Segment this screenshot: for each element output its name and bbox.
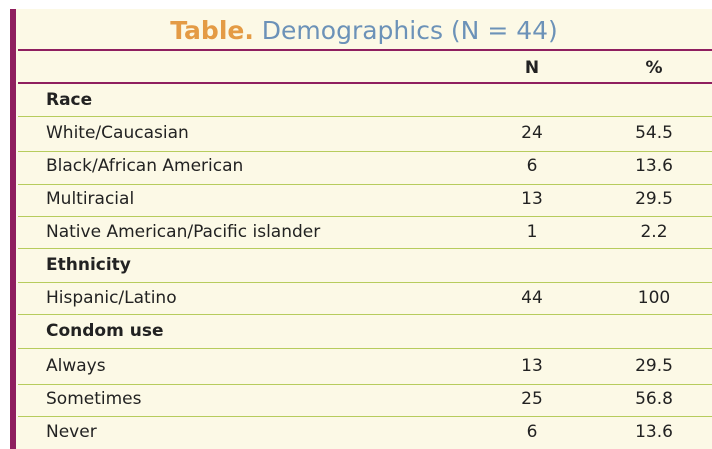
row-divider xyxy=(18,151,712,152)
table-row: Black/African American 6 13.6 xyxy=(18,150,712,182)
n-cell: 25 xyxy=(521,389,543,409)
section-label: Race xyxy=(46,90,93,110)
n-cell: 44 xyxy=(521,288,543,308)
row-divider xyxy=(18,116,712,117)
percent-cell: 2.2 xyxy=(640,222,668,242)
row-divider xyxy=(18,314,712,315)
table-row: White/Caucasian 24 54.5 xyxy=(18,117,712,149)
percent-cell: 56.8 xyxy=(635,389,673,409)
table-row: Native American/Pacific islander 1 2.2 xyxy=(18,216,712,248)
percent-cell: 13.6 xyxy=(635,156,673,176)
table-title-prefix: Table. xyxy=(170,16,254,45)
row-label: Never xyxy=(46,422,97,442)
row-divider xyxy=(18,282,712,283)
n-cell: 6 xyxy=(526,422,538,442)
table-title: Table. Demographics (N = 44) xyxy=(16,15,712,47)
row-label: Hispanic/Latino xyxy=(46,288,177,308)
row-divider xyxy=(18,184,712,185)
table-row: Never 6 13.6 xyxy=(18,416,712,448)
row-divider xyxy=(18,216,712,217)
row-divider xyxy=(18,248,712,249)
row-label: Native American/Pacific islander xyxy=(46,222,321,242)
row-label: White/Caucasian xyxy=(46,123,189,143)
n-cell: 6 xyxy=(526,156,538,176)
column-header-n: N xyxy=(524,58,540,78)
section-label: Condom use xyxy=(46,321,164,341)
table-section-row: Ethnicity xyxy=(18,249,712,281)
accent-bar xyxy=(10,9,16,449)
n-cell: 13 xyxy=(521,189,543,209)
row-label: Multiracial xyxy=(46,189,135,209)
table-row: Multiracial 13 29.5 xyxy=(18,183,712,215)
percent-cell: 29.5 xyxy=(635,189,673,209)
percent-cell: 54.5 xyxy=(635,123,673,143)
section-label: Ethnicity xyxy=(46,255,131,275)
n-cell: 1 xyxy=(526,222,538,242)
table-row: Always 13 29.5 xyxy=(18,350,712,382)
n-cell: 24 xyxy=(521,123,543,143)
percent-cell: 13.6 xyxy=(635,422,673,442)
row-divider xyxy=(18,348,712,349)
percent-cell: 100 xyxy=(637,288,671,308)
table-section-row: Condom use xyxy=(18,315,712,347)
title-divider xyxy=(18,49,712,51)
table-row: Hispanic/Latino 44 100 xyxy=(18,282,712,314)
row-divider xyxy=(18,416,712,417)
row-label: Always xyxy=(46,356,106,376)
header-divider xyxy=(18,82,712,84)
row-label: Sometimes xyxy=(46,389,142,409)
n-cell: 13 xyxy=(521,356,543,376)
percent-cell: 29.5 xyxy=(635,356,673,376)
row-label: Black/African American xyxy=(46,156,244,176)
table-title-text: Demographics (N = 44) xyxy=(253,16,558,45)
table-section-row: Race xyxy=(18,84,712,116)
row-divider xyxy=(18,384,712,385)
column-header-percent: % xyxy=(645,58,663,78)
table-row: Sometimes 25 56.8 xyxy=(18,383,712,415)
